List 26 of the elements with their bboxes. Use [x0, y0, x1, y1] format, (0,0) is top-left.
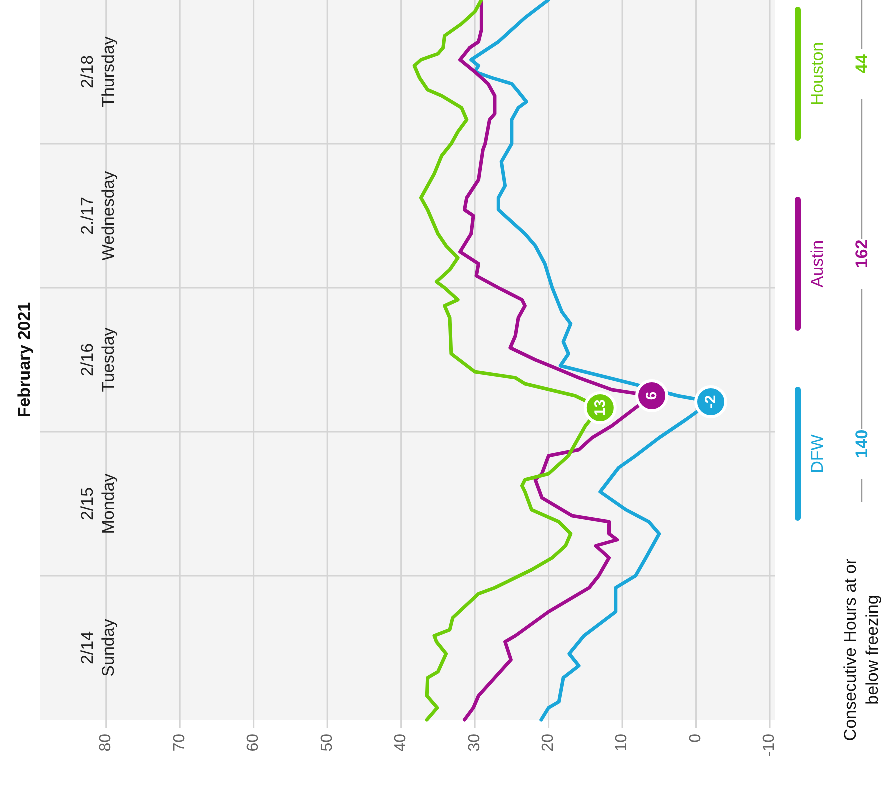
x-tick-label: -10: [761, 734, 778, 758]
text: Houston: [808, 42, 827, 106]
text: Consecutive Hours at or below freezing: [841, 558, 882, 742]
text: February 2021: [15, 302, 34, 418]
y-tick-label: 2/16 Tuesday: [78, 327, 118, 392]
x-tick-label: 0: [687, 734, 704, 743]
x-tick-label: 80: [98, 734, 115, 752]
annotation: 13: [592, 400, 609, 416]
y-tick-label: 2/14 Sunday: [78, 618, 118, 677]
x-tick-label: 50: [318, 734, 336, 752]
text: 140: [852, 430, 872, 458]
y-tick-label: 2./17 Wednesday: [78, 170, 118, 261]
x-tick-label: 70: [171, 734, 188, 752]
y-tick-label: 2/15 Monday: [78, 473, 118, 534]
annotation: -2: [702, 395, 720, 409]
x-tick-label: 60: [245, 734, 262, 752]
x-tick-label: 40: [392, 734, 410, 752]
x-tick-label: 10: [614, 734, 631, 752]
x-tick-label: 20: [540, 734, 558, 752]
text: Austin: [808, 240, 827, 288]
text: 162: [852, 240, 872, 268]
annotation: 6: [644, 392, 661, 400]
text: 44: [852, 54, 872, 74]
text: DFW: [808, 434, 827, 474]
y-tick-label: 2/18 Thursday: [78, 36, 118, 108]
x-tick-label: 30: [466, 734, 484, 752]
